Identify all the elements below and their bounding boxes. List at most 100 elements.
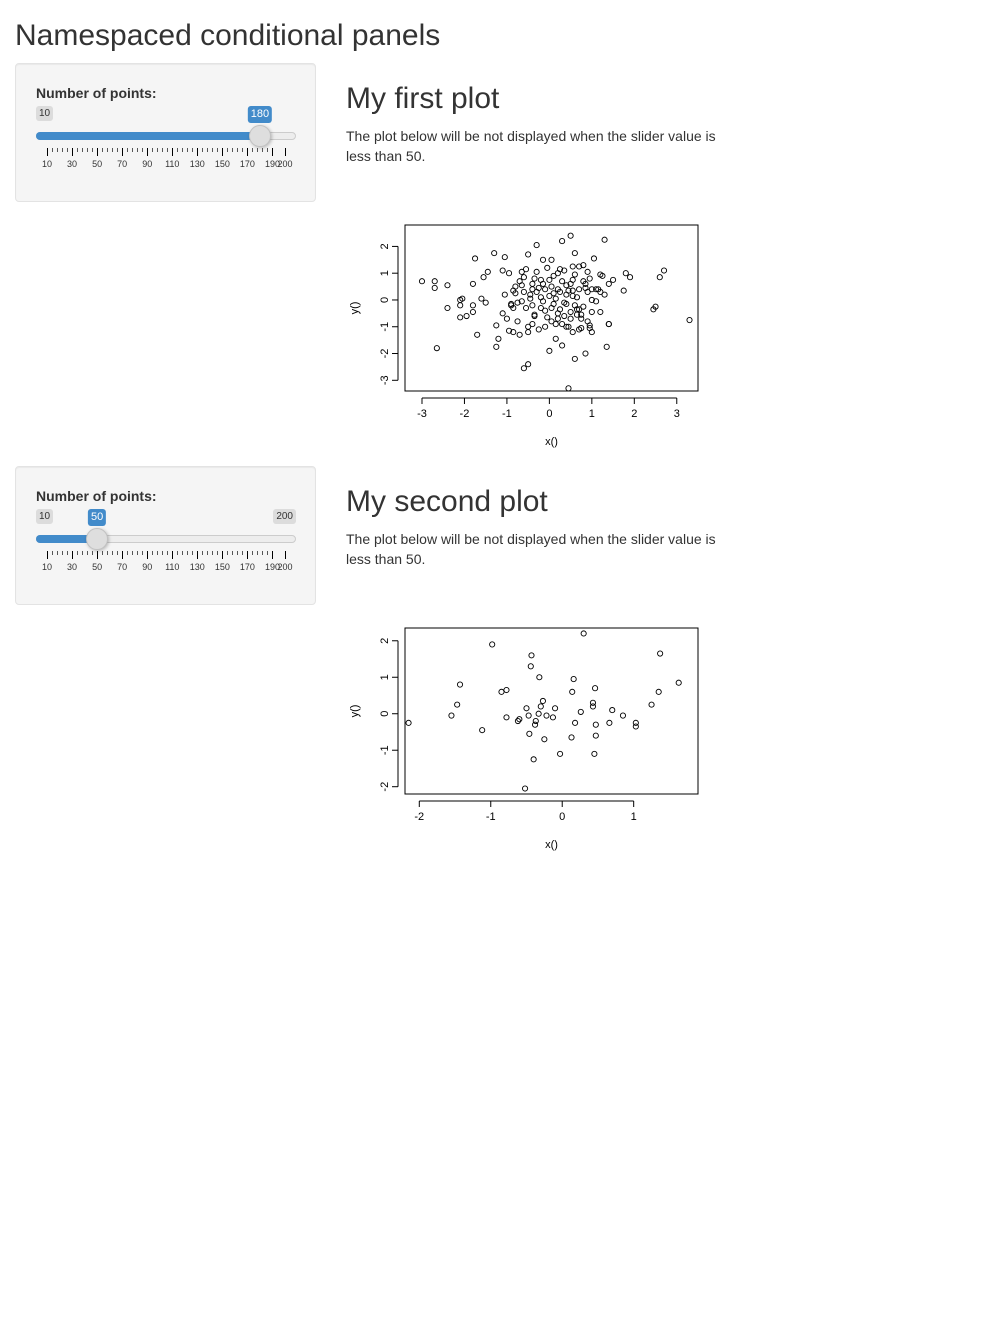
data-point — [529, 286, 536, 293]
data-point — [448, 712, 455, 719]
data-point — [520, 274, 527, 281]
data-point — [652, 303, 659, 310]
slider-grid-minor-tick — [157, 551, 159, 555]
plot-description: The plot below will be not displayed whe… — [346, 531, 716, 567]
data-point — [572, 719, 579, 726]
data-point — [539, 298, 547, 305]
data-point — [518, 268, 525, 275]
data-point — [593, 298, 600, 305]
data-point — [536, 674, 543, 681]
data-point — [469, 302, 476, 309]
slider-grid-minor-tick — [207, 148, 209, 152]
data-point — [584, 268, 591, 275]
data-point — [561, 267, 568, 274]
data-point — [418, 278, 426, 285]
data-point — [686, 316, 693, 324]
data-point — [588, 296, 595, 304]
data-point — [444, 304, 451, 312]
slider-handle[interactable] — [248, 125, 271, 147]
data-point — [570, 676, 577, 683]
data-point — [548, 256, 555, 263]
slider-grid-minor-tick — [102, 148, 104, 152]
data-point — [655, 688, 662, 695]
slider-grid-label: 200 — [277, 159, 293, 169]
y-tick-label: -2 — [379, 349, 391, 359]
data-point — [514, 299, 521, 306]
data-point — [576, 306, 583, 313]
data-point — [569, 263, 576, 270]
module-2: Number of points: 10 200 50 10 30 50 70 90 11… — [0, 466, 992, 866]
data-point — [632, 719, 639, 726]
slider-grid-label: 190 — [264, 562, 280, 572]
slider-fill — [36, 132, 260, 140]
data-point — [493, 322, 500, 329]
data-point — [559, 238, 566, 245]
data-point — [656, 274, 663, 281]
data-point — [563, 282, 570, 289]
data-point — [525, 251, 532, 258]
slider-grid-tick — [147, 148, 149, 156]
data-point — [495, 335, 502, 342]
data-point — [591, 750, 598, 757]
data-point — [648, 701, 655, 708]
data-point — [546, 347, 553, 354]
data-point — [573, 294, 581, 301]
data-point — [548, 318, 555, 325]
slider-grid: 10 30 50 70 90 110 130 150 170 190 200 — [36, 551, 296, 572]
data-point — [469, 280, 476, 287]
data-point — [520, 365, 527, 372]
data-point — [537, 703, 544, 710]
slider-grid-tick — [122, 148, 124, 156]
slider-grid-tick — [97, 551, 99, 559]
slider-grid-label: 170 — [239, 562, 255, 572]
data-point — [576, 286, 583, 293]
slider-grid-tick — [122, 551, 124, 559]
data-point — [657, 650, 664, 657]
data-point — [622, 270, 629, 277]
slider-grid-minor-tick — [62, 148, 64, 152]
data-point — [569, 688, 576, 695]
slider-grid-label: 130 — [189, 159, 205, 169]
data-point — [559, 321, 566, 328]
data-point — [405, 719, 412, 726]
data-point — [535, 284, 542, 291]
data-point — [543, 712, 550, 719]
data-point — [512, 283, 519, 290]
data-point — [503, 714, 510, 721]
data-point — [578, 325, 585, 332]
y-tick-label: 1 — [379, 270, 391, 276]
slider-grid-minor-tick — [267, 551, 269, 555]
data-point — [552, 705, 559, 712]
data-point — [531, 311, 538, 318]
points-slider[interactable]: 10 180 10 30 50 70 90 110 130 150 170 190 200 — [36, 106, 296, 169]
data-point — [529, 321, 536, 328]
data-point — [567, 280, 574, 287]
slider-grid-minor-tick — [257, 148, 259, 152]
data-point — [541, 736, 548, 743]
data-point — [522, 785, 529, 792]
slider-grid-minor-tick — [67, 551, 69, 555]
x-tick-label: 1 — [589, 408, 595, 420]
slider-min-label: 10 — [36, 106, 54, 122]
data-point — [532, 717, 539, 725]
x-tick-label: -2 — [460, 408, 470, 420]
data-point — [514, 717, 521, 725]
slider-grid-minor-tick — [152, 551, 154, 555]
slider-grid-minor-tick — [67, 148, 69, 152]
y-tick-label: 1 — [379, 674, 391, 680]
plot-description: The plot below will be not displayed whe… — [346, 128, 716, 164]
data-point — [577, 708, 584, 715]
slider-grid-minor-tick — [62, 551, 64, 555]
data-point — [505, 327, 513, 334]
slider-handle[interactable] — [86, 528, 109, 550]
sidebar-panel: Number of points: 10 180 10 30 50 70 90 110 13… — [15, 63, 316, 202]
data-point — [586, 275, 593, 282]
data-point — [589, 699, 596, 706]
slider-label: Number of points: — [36, 488, 157, 504]
data-point — [537, 304, 544, 312]
slider-grid-tick — [222, 551, 224, 559]
data-point — [539, 697, 546, 705]
data-point — [535, 326, 542, 333]
points-slider[interactable]: 10 200 50 10 30 50 70 90 110 130 150 170 190 200 — [36, 509, 296, 572]
slider-max-label: 200 — [273, 509, 296, 525]
